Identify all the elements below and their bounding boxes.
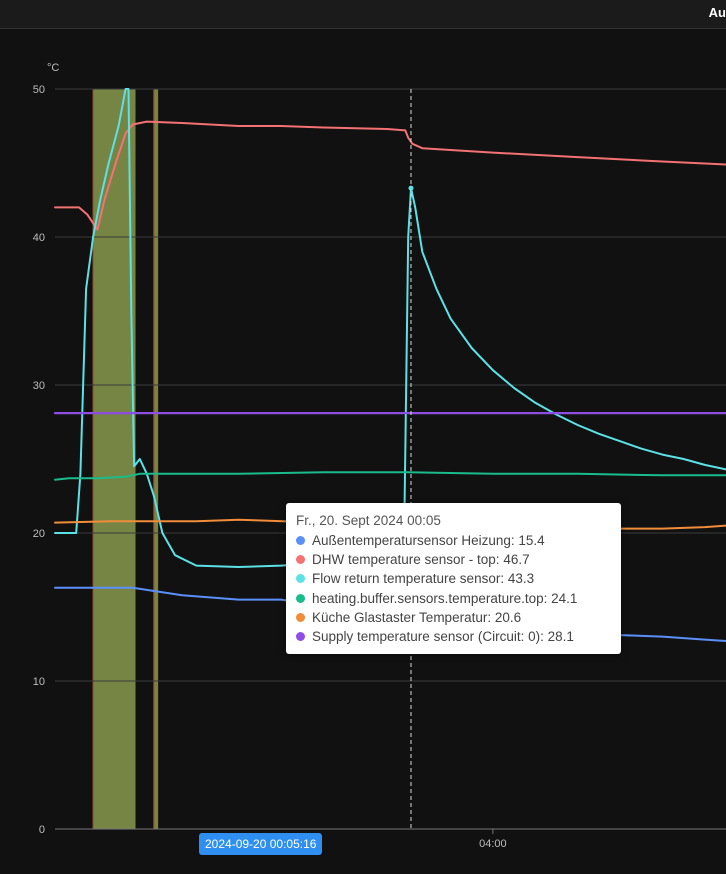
y-tick-label-40: 40 xyxy=(33,232,45,244)
tooltip-rows: Außentemperatursensor Heizung: 15.4 DHW t… xyxy=(296,531,611,646)
tooltip-row-text: Flow return temperature sensor: 43.3 xyxy=(312,571,535,587)
tooltip-row: Außentemperatursensor Heizung: 15.4 xyxy=(296,531,611,550)
tooltip-row: Supply temperature sensor (Circuit: 0): … xyxy=(296,627,611,646)
top-bar: Au xyxy=(0,0,726,29)
legend-dot-icon xyxy=(296,593,305,603)
legend-dot-icon xyxy=(296,612,305,622)
tooltip-row-text: Außentemperatursensor Heizung: 15.4 xyxy=(312,533,545,548)
y-tick-label-0: 0 xyxy=(39,824,45,836)
x-tick-label-0: 04:00 xyxy=(479,838,507,850)
chart-tooltip: Fr., 20. Sept 2024 00:05 Außentemperatur… xyxy=(286,503,621,655)
tooltip-row-text: Supply temperature sensor (Circuit: 0): … xyxy=(312,629,574,645)
legend-dot-icon xyxy=(296,536,305,545)
legend-dot-icon xyxy=(296,632,305,642)
y-tick-label-10: 10 xyxy=(33,676,45,688)
y-tick-label-20: 20 xyxy=(33,528,45,540)
top-bar-title: Au xyxy=(708,5,726,20)
y-tick-label-50: 50 xyxy=(33,84,45,96)
axis-pointer-dot xyxy=(408,185,414,191)
heating-band-0 xyxy=(93,89,136,829)
y-axis-unit: °C xyxy=(47,62,59,74)
tooltip-row-text: heating.buffer.sensors.temperature.top: … xyxy=(312,590,578,606)
tooltip-row: DHW temperature sensor - top: 46.7 xyxy=(296,550,611,569)
tooltip-row-text: DHW temperature sensor - top: 46.7 xyxy=(312,552,530,568)
series-line-buffer xyxy=(54,471,726,481)
series-line-dhw xyxy=(54,120,726,231)
y-tick-label-30: 30 xyxy=(33,380,45,392)
tooltip-title: Fr., 20. Sept 2024 00:05 xyxy=(296,513,441,528)
tooltip-row: Küche Glastaster Temperatur: 20.6 xyxy=(296,608,611,627)
heating-band-1 xyxy=(153,89,159,829)
tooltip-row-text: Küche Glastaster Temperatur: 20.6 xyxy=(312,609,522,625)
tooltip-row: heating.buffer.sensors.temperature.top: … xyxy=(296,589,611,608)
legend-dot-icon xyxy=(296,555,305,565)
tooltip-row: Flow return temperature sensor: 43.3 xyxy=(296,569,611,588)
legend-dot-icon xyxy=(296,574,305,584)
axis-pointer-label: 2024-09-20 00:05:16 xyxy=(199,833,323,855)
